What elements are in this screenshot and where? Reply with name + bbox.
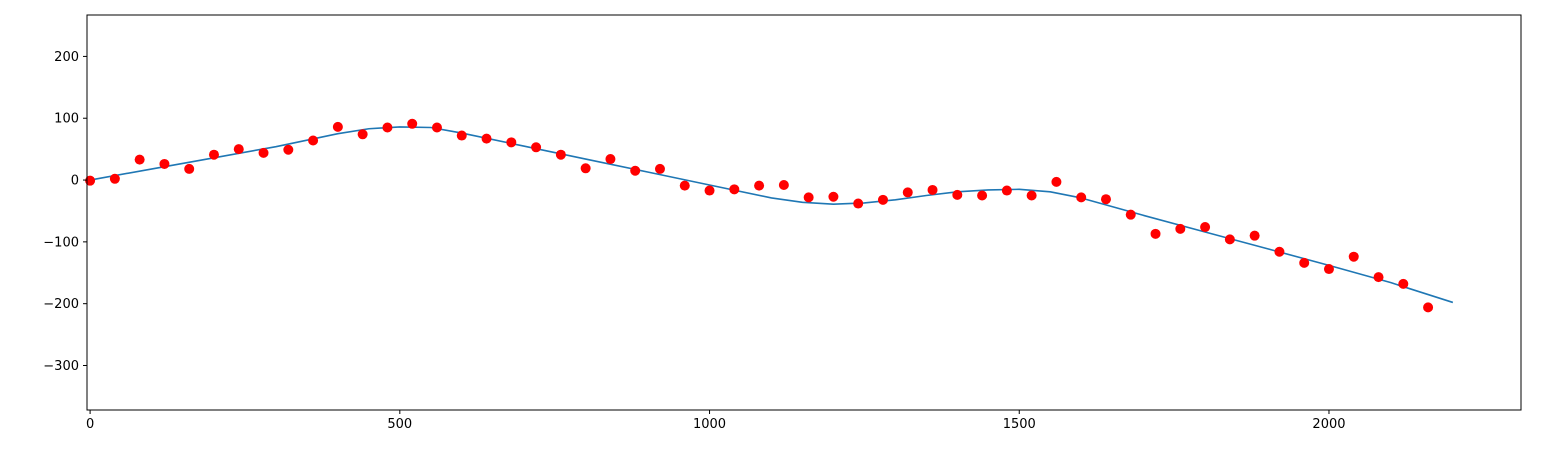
data-point	[1423, 302, 1434, 313]
data-point	[803, 192, 814, 203]
data-point	[184, 163, 195, 174]
data-point	[233, 144, 244, 155]
data-point	[977, 190, 988, 201]
data-point	[258, 147, 269, 158]
x-tick-label: 0	[86, 417, 94, 432]
data-point	[1299, 257, 1310, 268]
data-point	[704, 185, 715, 196]
x-tick-label: 2000	[1312, 417, 1345, 432]
data-point	[754, 180, 765, 191]
data-point	[1274, 246, 1285, 257]
x-tick-label: 1500	[1003, 417, 1036, 432]
data-point	[531, 142, 542, 153]
y-tick-label: −100	[43, 235, 79, 250]
data-point	[134, 154, 145, 165]
data-point	[357, 129, 368, 140]
data-point	[308, 135, 319, 146]
data-point	[208, 149, 219, 160]
data-point	[679, 180, 690, 191]
data-point	[85, 175, 96, 186]
data-point	[456, 130, 467, 141]
data-point	[159, 158, 170, 169]
data-point	[431, 122, 442, 133]
data-point	[382, 122, 393, 133]
plot-area	[87, 15, 1521, 410]
data-point	[407, 118, 418, 129]
data-point	[927, 184, 938, 195]
data-point	[283, 144, 294, 155]
x-tick-label: 500	[387, 417, 412, 432]
data-point	[506, 137, 517, 148]
y-tick-label: −300	[43, 359, 79, 374]
data-point	[1076, 192, 1087, 203]
x-tick-label: 1000	[693, 417, 726, 432]
data-point	[1026, 190, 1037, 201]
data-point	[555, 149, 566, 160]
y-tick-label: 100	[54, 112, 79, 127]
data-point	[1200, 222, 1211, 233]
data-point	[1051, 176, 1062, 187]
data-point	[605, 154, 616, 165]
series-layer	[85, 118, 1454, 313]
data-point	[580, 163, 591, 174]
y-tick-label: 0	[71, 174, 79, 189]
data-point	[332, 121, 343, 132]
data-point	[1224, 234, 1235, 245]
y-tick-label: 200	[54, 50, 79, 65]
y-tick-label: −200	[43, 297, 79, 312]
data-point	[630, 165, 641, 176]
data-point	[1175, 223, 1186, 234]
data-point	[1150, 228, 1161, 239]
data-point	[1001, 185, 1012, 196]
data-point	[828, 191, 839, 202]
data-point	[654, 163, 665, 174]
data-point	[481, 133, 492, 144]
data-point	[729, 184, 740, 195]
data-point	[1323, 264, 1334, 275]
data-point	[877, 194, 888, 205]
data-point	[1373, 272, 1384, 283]
data-point	[109, 173, 120, 184]
data-point	[1249, 230, 1260, 241]
plot-frame	[86, 14, 1522, 411]
data-point	[952, 189, 963, 200]
data-point	[853, 198, 864, 209]
data-point	[902, 187, 913, 198]
data-point	[1348, 251, 1359, 262]
data-point	[778, 179, 789, 190]
data-point	[1398, 278, 1409, 289]
data-point	[1100, 194, 1111, 205]
data-point	[1125, 209, 1136, 220]
